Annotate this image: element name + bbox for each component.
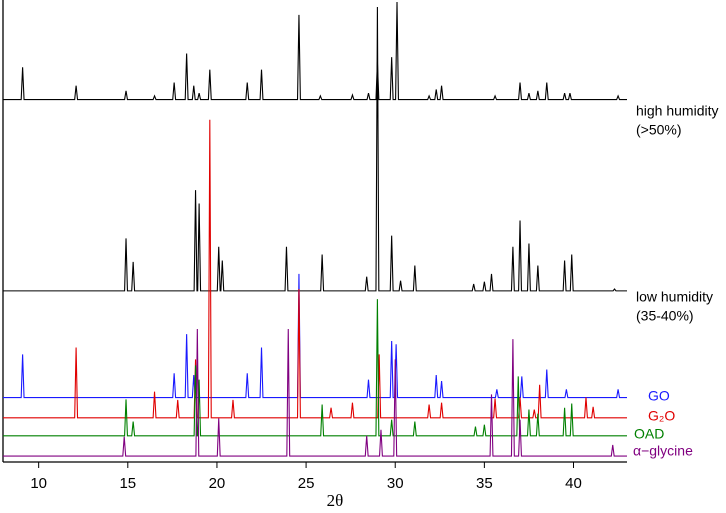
annotation: high humidity [636, 103, 719, 119]
series-line [3, 119, 627, 419]
series-label: GO [648, 388, 670, 404]
annotation: low humidity [636, 289, 713, 305]
series-line [3, 7, 627, 292]
x-tick-label: 10 [30, 475, 47, 492]
annotation: (35-40%) [636, 308, 694, 324]
series-line [3, 1, 627, 101]
x-tick-label: 30 [387, 475, 404, 492]
series-label: α−glycine [633, 443, 693, 459]
x-tick-label: 20 [209, 475, 226, 492]
x-axis-label: 2θ [327, 491, 344, 510]
series-line [3, 299, 627, 437]
x-tick-label: 35 [476, 475, 493, 492]
series-line [3, 273, 627, 399]
annotation: (>50%) [636, 122, 682, 138]
x-tick-label: 40 [565, 475, 582, 492]
x-tick-label: 15 [119, 475, 136, 492]
x-tick-label: 25 [298, 475, 315, 492]
series-label: OAD [634, 426, 664, 442]
series-label: G₂O [648, 408, 675, 424]
series-line [3, 329, 627, 457]
